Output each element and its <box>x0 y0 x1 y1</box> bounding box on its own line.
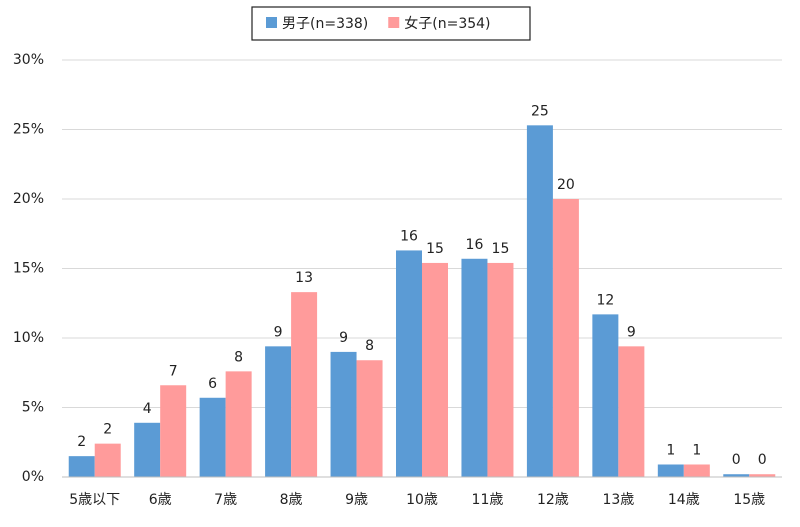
bar <box>94 443 121 477</box>
x-tick-label: 14歳 <box>668 492 700 508</box>
bar <box>356 360 383 477</box>
value-label: 15 <box>492 241 510 257</box>
bar <box>461 258 488 477</box>
value-label: 25 <box>531 103 549 119</box>
value-label: 9 <box>274 324 283 340</box>
bar <box>422 262 448 477</box>
bar <box>68 456 95 477</box>
value-label: 9 <box>627 324 636 340</box>
legend-label: 女子(n=354) <box>404 15 490 32</box>
x-tick-label: 9歳 <box>345 492 368 508</box>
x-tick-label: 5歳以下 <box>69 492 120 508</box>
value-label: 9 <box>339 330 348 346</box>
bar <box>160 385 187 477</box>
x-tick-label: 8歳 <box>280 492 303 508</box>
value-label: 6 <box>208 376 217 392</box>
y-tick-label: 30% <box>13 52 44 68</box>
x-tick-label: 6歳 <box>149 492 172 508</box>
x-tick-label: 13歳 <box>602 492 634 508</box>
value-label: 2 <box>103 422 112 438</box>
legend-label: 男子(n=338) <box>282 16 368 32</box>
value-label: 8 <box>365 338 374 354</box>
value-label: 0 <box>732 452 741 468</box>
legend-swatch <box>388 17 400 28</box>
bar <box>723 474 750 477</box>
value-label: 16 <box>466 237 484 253</box>
bar <box>618 346 645 477</box>
x-tick-label: 7歳 <box>214 492 237 508</box>
bar <box>487 262 514 477</box>
value-label: 1 <box>666 442 675 458</box>
value-label: 8 <box>234 349 243 365</box>
y-tick-label: 20% <box>13 191 44 207</box>
bar <box>552 199 579 477</box>
bar <box>749 474 776 477</box>
bar <box>526 125 553 477</box>
x-tick-label: 12歳 <box>537 492 569 508</box>
x-tick-label: 10歳 <box>406 492 438 508</box>
value-label: 2 <box>77 434 86 450</box>
value-label: 1 <box>692 442 701 458</box>
bar <box>291 292 318 477</box>
x-tick-label: 11歳 <box>472 492 504 508</box>
bar <box>396 250 422 477</box>
legend-swatch <box>266 17 277 28</box>
y-tick-label: 10% <box>13 330 44 346</box>
y-tick-label: 0% <box>22 469 44 485</box>
bar <box>265 346 292 477</box>
value-label: 7 <box>169 363 178 379</box>
bar <box>134 422 161 477</box>
value-label: 12 <box>596 292 614 308</box>
bar <box>657 464 684 477</box>
value-label: 15 <box>426 241 444 257</box>
value-label: 4 <box>143 401 152 417</box>
y-tick-label: 25% <box>13 122 44 138</box>
value-label: 16 <box>400 228 418 244</box>
value-label: 13 <box>295 270 313 286</box>
bar <box>592 314 619 477</box>
y-tick-label: 15% <box>13 261 44 277</box>
bar <box>199 397 226 477</box>
bar <box>225 371 252 477</box>
value-label: 20 <box>557 177 575 193</box>
bar <box>330 351 357 477</box>
y-tick-label: 5% <box>22 400 44 416</box>
x-tick-label: 15歳 <box>733 492 765 508</box>
bar <box>683 464 710 477</box>
value-label: 0 <box>758 452 767 468</box>
